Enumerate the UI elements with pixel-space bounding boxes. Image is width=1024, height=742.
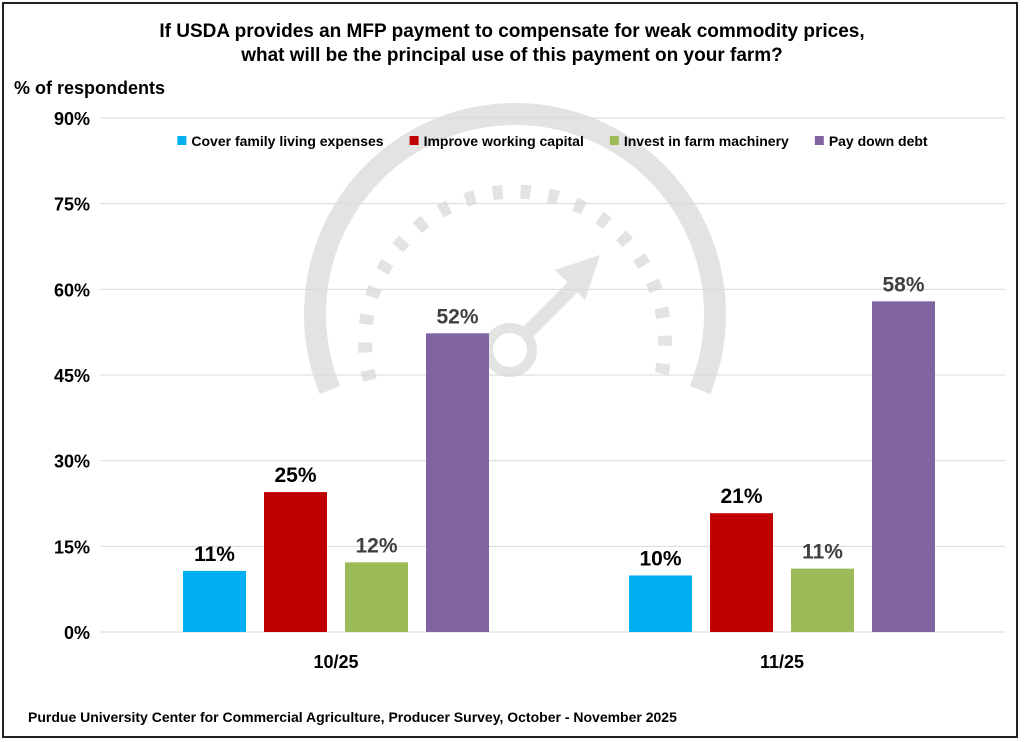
chart-title: If USDA provides an MFP payment to compe… bbox=[0, 20, 1024, 68]
data-label: 11% bbox=[802, 541, 843, 564]
source-note: Purdue University Center for Commercial … bbox=[28, 709, 677, 725]
bar bbox=[872, 301, 935, 632]
bar bbox=[345, 562, 408, 632]
title-line-2: what will be the principal use of this p… bbox=[241, 45, 783, 66]
y-tick-label: 75% bbox=[54, 195, 90, 215]
watermark-needle-arrow bbox=[555, 255, 600, 300]
bar bbox=[791, 568, 854, 632]
legend-label: Cover family living expenses bbox=[191, 133, 383, 149]
legend-label: Pay down debt bbox=[829, 133, 928, 149]
data-label: 52% bbox=[436, 305, 478, 328]
watermark-gauge-hub bbox=[483, 323, 537, 377]
data-label: 25% bbox=[274, 464, 316, 487]
y-tick-label: 15% bbox=[54, 537, 90, 557]
y-tick-label: 0% bbox=[64, 623, 90, 643]
legend-label: Invest in farm machinery bbox=[624, 133, 789, 149]
y-tick-label: 45% bbox=[54, 366, 90, 386]
legend-swatch bbox=[409, 136, 419, 145]
y-tick-label: 30% bbox=[54, 452, 90, 472]
data-label: 11% bbox=[194, 543, 235, 566]
x-tick-label: 11/25 bbox=[760, 652, 804, 672]
bar bbox=[183, 570, 246, 632]
data-label: 10% bbox=[639, 547, 681, 570]
bar bbox=[629, 575, 692, 632]
legend-swatch bbox=[177, 136, 187, 145]
watermark-gauge-ticks bbox=[358, 184, 672, 382]
y-tick-label: 90% bbox=[54, 109, 90, 129]
watermark-gauge-arc bbox=[304, 103, 726, 395]
legend-swatch bbox=[814, 136, 824, 145]
bar bbox=[264, 492, 327, 632]
title-line-1: If USDA provides an MFP payment to compe… bbox=[159, 21, 865, 42]
data-label: 12% bbox=[355, 534, 397, 557]
bar bbox=[426, 333, 489, 632]
legend-label: Improve working capital bbox=[424, 133, 584, 149]
legend-swatch bbox=[609, 136, 619, 145]
x-tick-label: 10/25 bbox=[313, 652, 358, 672]
data-label: 58% bbox=[882, 273, 924, 296]
y-tick-label: 60% bbox=[54, 280, 90, 300]
y-axis-label: % of respondents bbox=[14, 78, 166, 98]
bar bbox=[710, 513, 773, 632]
data-label: 21% bbox=[720, 485, 762, 508]
